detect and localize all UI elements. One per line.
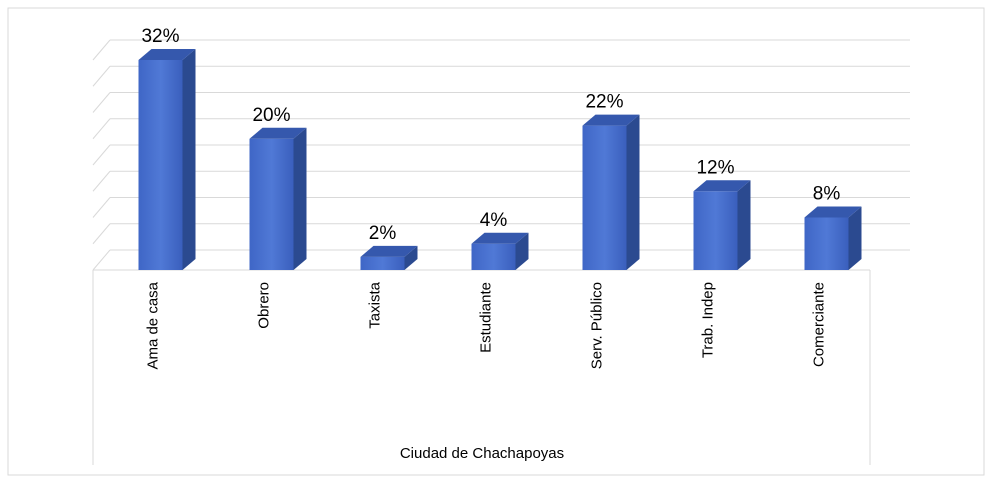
bar-top [582,114,640,126]
bar [693,180,751,270]
grid-line-side [92,39,111,61]
grid-line-side [92,65,111,87]
bar-side [626,114,640,270]
bar-front [249,138,294,270]
grid-line-side [92,118,111,140]
grid-line-side [92,144,111,166]
grid-line-side [92,197,111,218]
bar-top [360,245,418,257]
bar-front [138,60,183,270]
bar [471,232,529,270]
bar-side [182,49,196,270]
bar-top [471,232,529,244]
x-tick-label: Ama de casa [145,281,162,369]
value-label: 12% [696,157,734,178]
value-label: 32% [141,26,179,47]
bar-side [737,180,751,270]
grid-line-side [92,92,111,113]
bar-top [249,127,307,139]
bar-front [804,217,849,270]
x-tick-label: Trab. Indep [700,282,717,358]
value-label: 4% [480,210,508,231]
bar [138,49,196,270]
bar-front [693,191,738,270]
bar [360,245,418,270]
x-tick-label: Comerciante [811,282,828,367]
bar-front [360,256,405,270]
bar-side [404,245,418,270]
bar-top [693,180,751,192]
x-tick-label: Taxista [367,281,384,328]
grid-line-side [92,223,111,245]
value-label: 8% [813,184,841,205]
value-label: 22% [585,92,623,113]
value-label: 20% [252,105,290,126]
bar [582,114,640,270]
x-axis-title: Ciudad de Chachapoyas [400,445,564,462]
bar-front [582,125,627,270]
grid-line-side [92,170,111,192]
x-tick-label: Estudiante [478,282,495,353]
bar [804,206,862,270]
x-tick-label: Obrero [256,282,273,329]
bar-top [138,49,196,60]
bar-side [515,232,529,270]
bar-front [471,243,516,270]
x-tick-label: Serv. Público [589,282,606,369]
bar-side [848,206,862,270]
value-label: 2% [369,223,397,244]
bar-top [804,206,862,218]
bar [249,127,307,270]
grid-line-side [92,249,111,271]
bar-side [293,127,307,270]
